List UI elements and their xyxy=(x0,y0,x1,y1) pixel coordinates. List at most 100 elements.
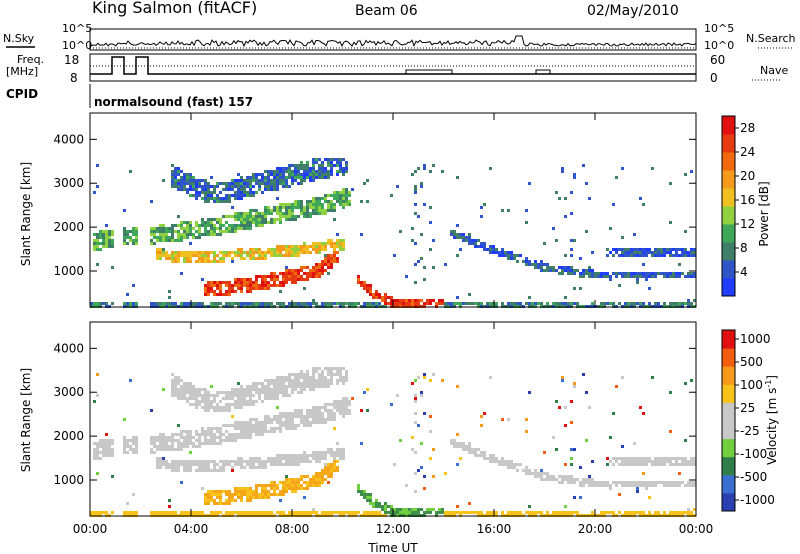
velocity-cell xyxy=(276,493,279,496)
power-cell xyxy=(219,191,222,194)
power-cell xyxy=(525,221,528,224)
power-cell xyxy=(372,293,375,296)
power-cell xyxy=(579,272,582,275)
power-cell xyxy=(210,230,213,233)
power-cell xyxy=(96,164,99,167)
velocity-cell xyxy=(300,382,303,385)
nsky-trace xyxy=(89,35,697,48)
velocity-cell xyxy=(285,490,288,493)
velocity-cell xyxy=(162,511,165,514)
velocity-ytick-label: 2000 xyxy=(53,429,84,443)
power-cell xyxy=(234,224,237,227)
power-cell xyxy=(348,200,351,203)
power-cell xyxy=(402,302,405,305)
power-cell xyxy=(408,299,411,302)
velocity-cell xyxy=(174,394,177,397)
power-cell xyxy=(174,260,177,263)
power-cell xyxy=(273,170,276,173)
power-cell xyxy=(222,281,225,284)
velocity-cell xyxy=(315,475,318,478)
power-cell xyxy=(420,257,423,260)
power-cell xyxy=(294,170,297,173)
velocity-cell xyxy=(690,481,693,484)
power-cell xyxy=(267,251,270,254)
velocity-cell xyxy=(231,439,234,442)
velocity-cell xyxy=(240,496,243,499)
velocity-cell xyxy=(180,481,183,484)
power-cell xyxy=(168,254,171,257)
power-cell xyxy=(564,254,567,257)
power-cell xyxy=(591,272,594,275)
velocity-cell xyxy=(153,511,156,514)
velocity-cell xyxy=(471,448,474,451)
power-cell xyxy=(105,230,108,233)
power-cell xyxy=(108,245,111,248)
velocity-cell xyxy=(624,463,627,466)
power-cell xyxy=(162,179,165,182)
velocity-cell xyxy=(129,439,132,442)
power-cell xyxy=(225,284,228,287)
power-cell xyxy=(567,302,570,305)
power-cell xyxy=(240,257,243,260)
power-cell xyxy=(243,218,246,221)
power-cell xyxy=(96,263,99,266)
velocity-cell xyxy=(183,460,186,463)
power-cell xyxy=(267,182,270,185)
velocity-cell xyxy=(675,484,678,487)
velocity-cell xyxy=(423,511,426,514)
power-cell xyxy=(312,272,315,275)
power-cell xyxy=(255,176,258,179)
velocity-cell xyxy=(273,463,276,466)
velocity-cell xyxy=(276,415,279,418)
velocity-cell xyxy=(309,460,312,463)
power-cell xyxy=(297,215,300,218)
power-cell xyxy=(234,179,237,182)
power-cell xyxy=(123,302,126,305)
velocity-cell xyxy=(267,391,270,394)
power-cell xyxy=(156,254,159,257)
power-cell xyxy=(582,275,585,278)
velocity-cell xyxy=(96,448,99,451)
velocity-cell xyxy=(237,382,240,385)
power-cell xyxy=(183,188,186,191)
velocity-cell xyxy=(279,391,282,394)
power-cell xyxy=(216,302,219,305)
power-cell xyxy=(312,209,315,212)
power-cell xyxy=(423,278,426,281)
velocity-cell xyxy=(417,508,420,511)
velocity-cell xyxy=(672,463,675,466)
velocity-cell xyxy=(318,484,321,487)
power-cell xyxy=(570,212,573,215)
power-cell xyxy=(513,302,516,305)
power-cell xyxy=(327,263,330,266)
power-cell xyxy=(393,302,396,305)
power-cell xyxy=(165,227,168,230)
velocity-cell xyxy=(189,433,192,436)
velocity-cell xyxy=(645,457,648,460)
power-cell xyxy=(333,251,336,254)
velocity-cell xyxy=(420,466,423,469)
velocity-cell xyxy=(204,496,207,499)
velocity-cell xyxy=(189,388,192,391)
velocity-cell xyxy=(234,487,237,490)
velocity-cell xyxy=(543,451,546,454)
power-cell xyxy=(552,302,555,305)
power-cell xyxy=(300,203,303,206)
velocity-cell xyxy=(315,451,318,454)
power-cell xyxy=(195,260,198,263)
velocity-cell xyxy=(213,463,216,466)
velocity-cell xyxy=(462,448,465,451)
power-cell xyxy=(507,302,510,305)
power-cell xyxy=(570,254,573,257)
velocity-cell xyxy=(171,445,174,448)
velocity-cell xyxy=(264,397,267,400)
velocity-cell xyxy=(204,406,207,409)
power-cell xyxy=(612,272,615,275)
velocity-cell xyxy=(171,433,174,436)
power-cell xyxy=(288,275,291,278)
power-cell xyxy=(660,251,663,254)
velocity-cell xyxy=(528,469,531,472)
power-cell xyxy=(273,173,276,176)
velocity-cell xyxy=(168,463,171,466)
power-cell xyxy=(228,254,231,257)
